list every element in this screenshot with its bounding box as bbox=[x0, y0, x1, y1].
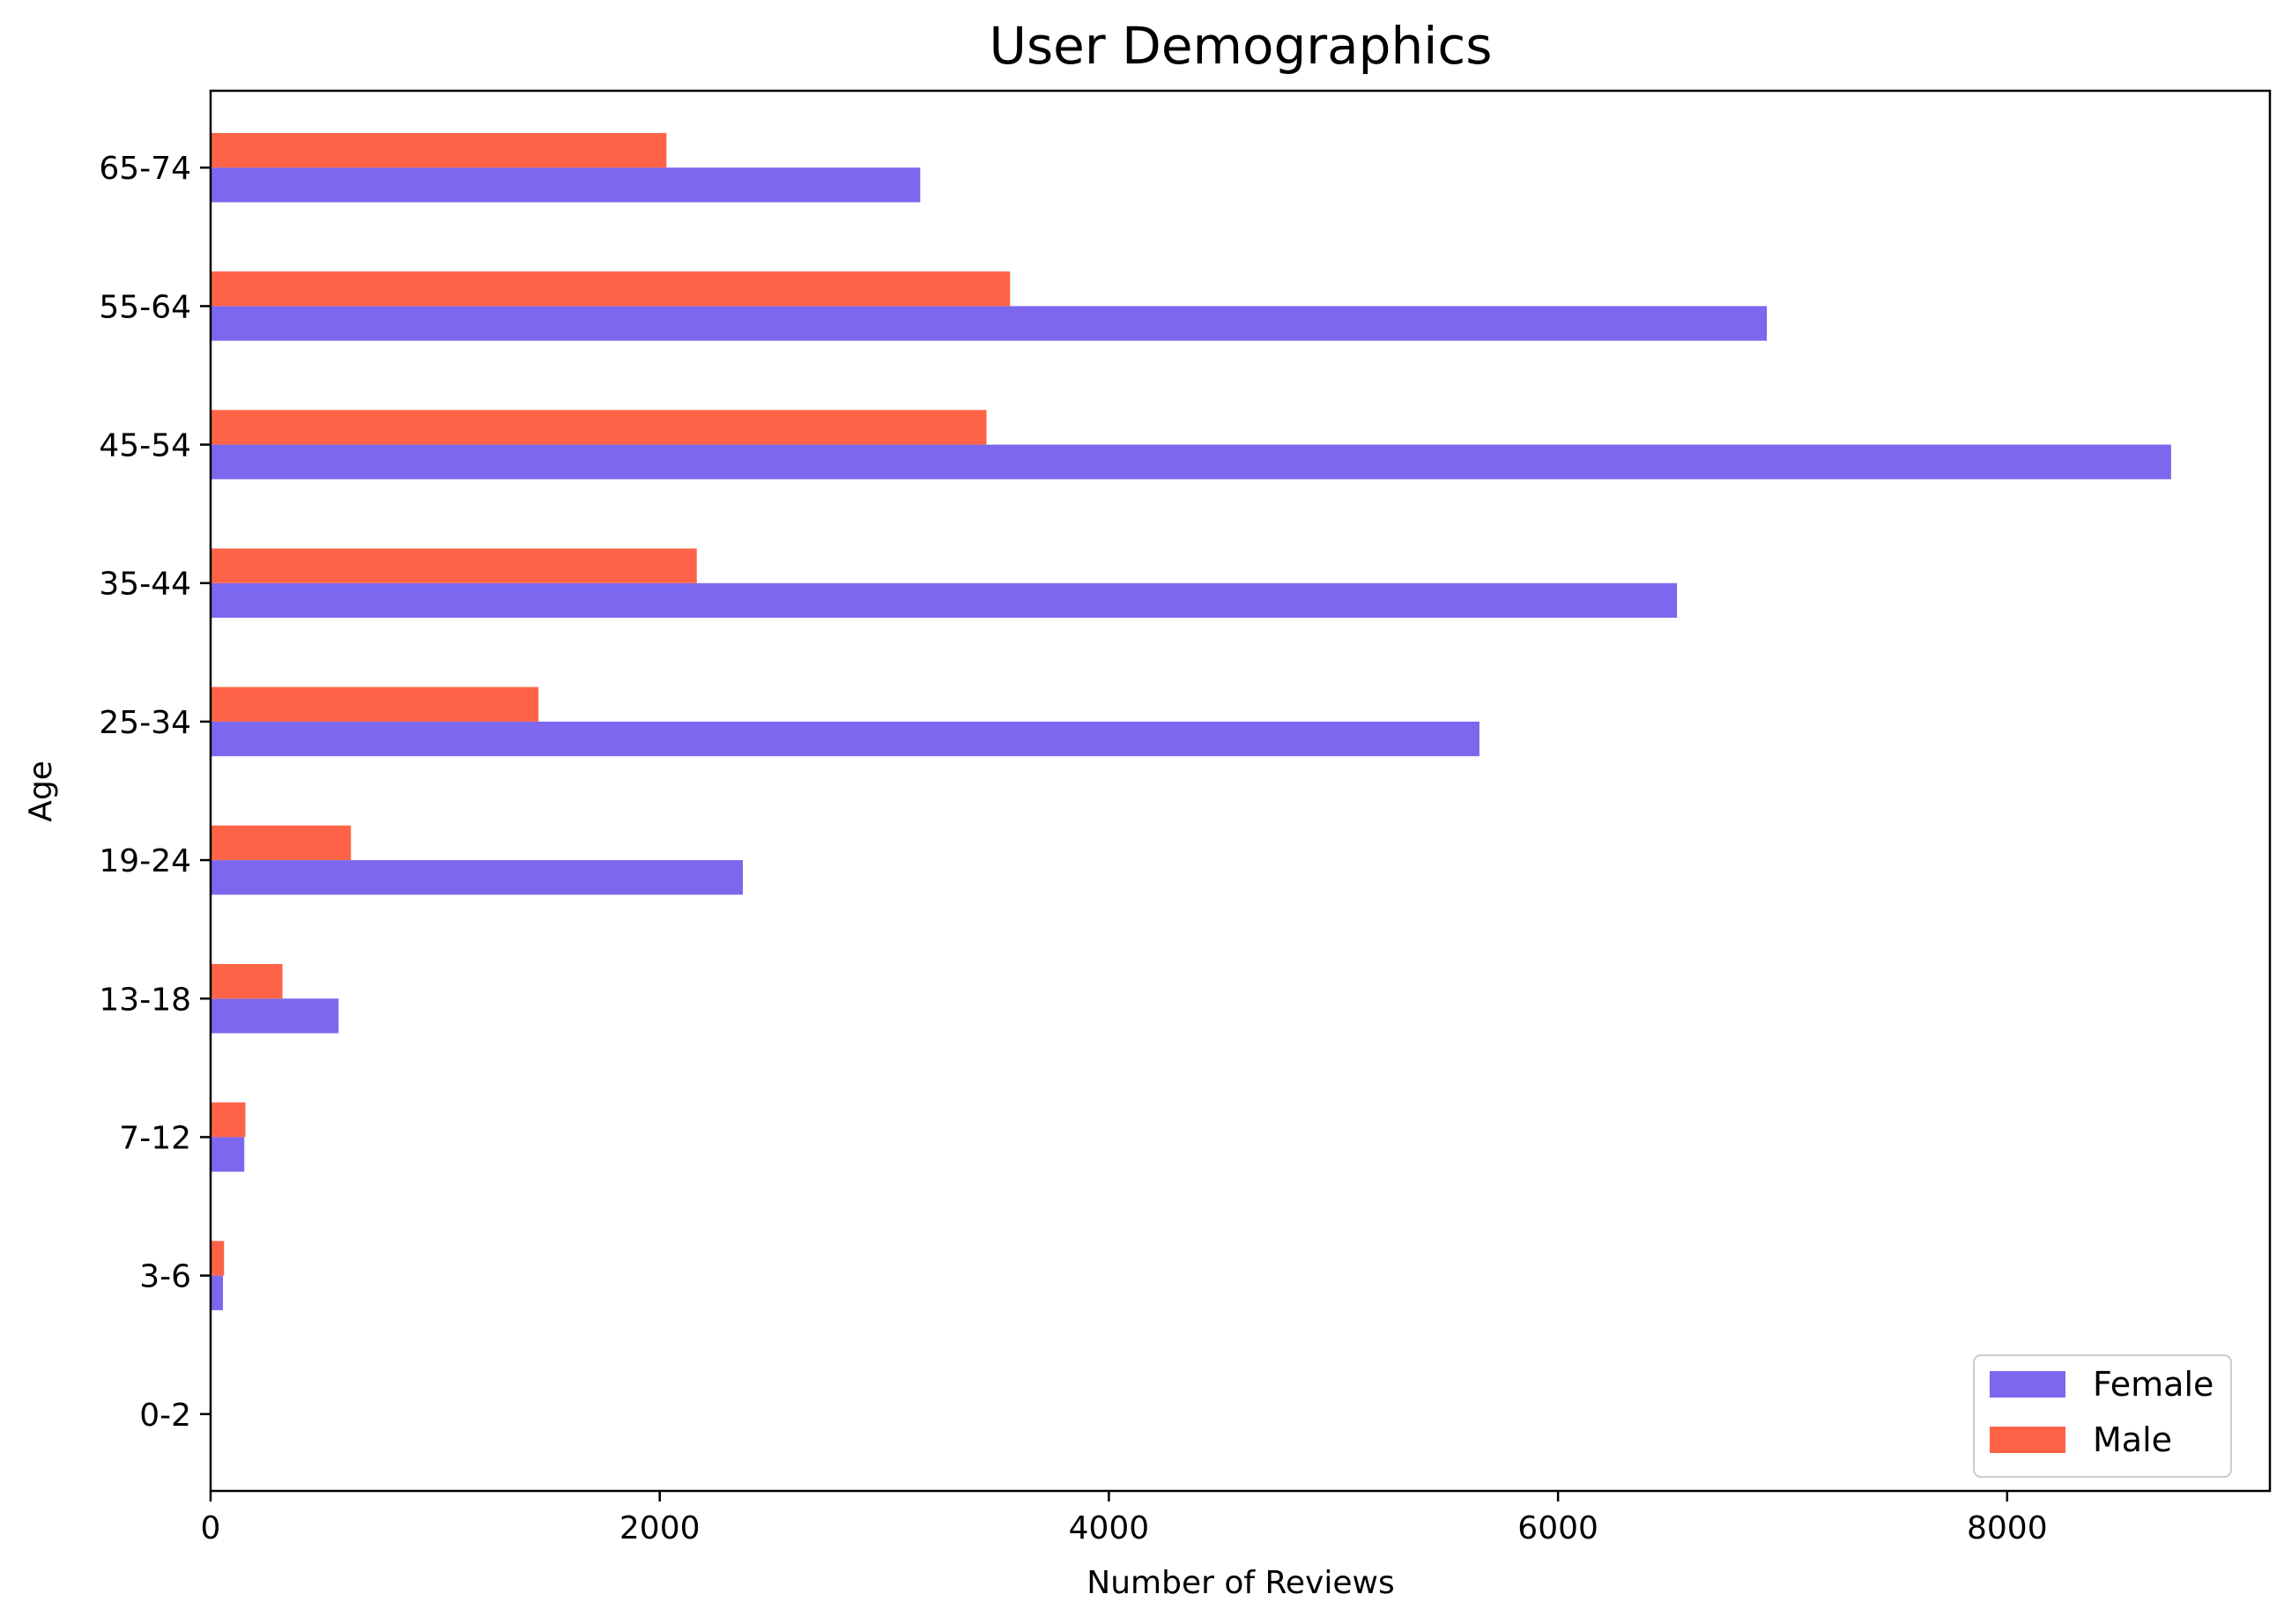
y-tick-label: 3-6 bbox=[139, 1259, 191, 1295]
bars-layer bbox=[211, 132, 2171, 1310]
plot-frame bbox=[209, 89, 2272, 1493]
bar-male-19-24 bbox=[211, 825, 352, 861]
legend: Female Male bbox=[1973, 1354, 2232, 1478]
legend-label-male: Male bbox=[2093, 1420, 2172, 1459]
x-axis-ticks: 0 2000 4000 6000 8000 bbox=[201, 1491, 2048, 1546]
bar-female-65-74 bbox=[211, 167, 921, 203]
bar-female-13-18 bbox=[211, 998, 339, 1034]
legend-label-female: Female bbox=[2093, 1365, 2214, 1404]
x-axis-label: Number of Reviews bbox=[1086, 1565, 1394, 1601]
y-tick-label: 45-54 bbox=[99, 428, 191, 464]
y-axis-label: Age bbox=[23, 760, 59, 822]
bar-male-13-18 bbox=[211, 963, 283, 999]
x-tick-label: 2000 bbox=[619, 1510, 701, 1546]
bar-male-7-12 bbox=[211, 1102, 246, 1138]
y-tick-label: 0-2 bbox=[139, 1398, 191, 1434]
x-tick-label: 4000 bbox=[1069, 1510, 1150, 1546]
bar-female-19-24 bbox=[211, 860, 744, 895]
y-tick-label: 25-34 bbox=[99, 705, 191, 741]
x-tick-label: 0 bbox=[201, 1510, 221, 1546]
legend-swatch-female bbox=[1990, 1371, 2065, 1398]
bar-male-25-34 bbox=[211, 686, 539, 722]
y-tick-label: 55-64 bbox=[99, 289, 191, 325]
y-axis-ticks: 0-2 3-6 7-12 13-18 19-24 25-34 35-44 45-54 55-64… bbox=[99, 151, 211, 1434]
x-tick-label: 8000 bbox=[1967, 1510, 2048, 1546]
bar-female-35-44 bbox=[211, 582, 1678, 619]
y-tick-label: 65-74 bbox=[99, 151, 191, 187]
y-tick-label: 7-12 bbox=[119, 1120, 191, 1156]
legend-swatch-male bbox=[1990, 1427, 2065, 1453]
bar-male-45-54 bbox=[211, 410, 987, 445]
bar-female-7-12 bbox=[211, 1137, 245, 1172]
y-tick-label: 35-44 bbox=[99, 567, 191, 603]
bar-male-3-6 bbox=[211, 1241, 225, 1276]
bar-male-55-64 bbox=[211, 271, 1011, 307]
bar-female-45-54 bbox=[211, 444, 2171, 479]
bar-male-65-74 bbox=[211, 132, 667, 168]
chart-title: User Demographics bbox=[990, 16, 1493, 76]
y-tick-label: 13-18 bbox=[99, 982, 191, 1018]
bar-female-25-34 bbox=[211, 721, 1479, 757]
y-tick-label: 19-24 bbox=[99, 843, 191, 879]
bar-female-3-6 bbox=[211, 1275, 224, 1310]
bar-female-55-64 bbox=[211, 306, 1768, 341]
x-tick-label: 6000 bbox=[1517, 1510, 1598, 1546]
bar-male-35-44 bbox=[211, 548, 697, 583]
